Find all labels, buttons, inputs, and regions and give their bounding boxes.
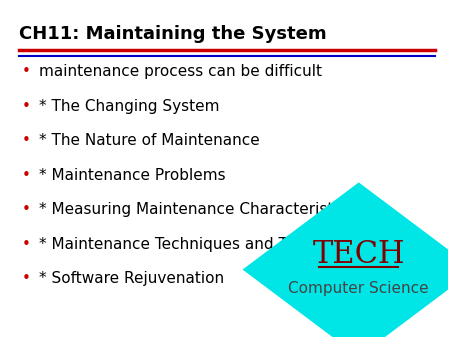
- Text: •: •: [22, 271, 31, 286]
- Text: * The Changing System: * The Changing System: [39, 99, 220, 114]
- Text: •: •: [22, 64, 31, 79]
- Text: Computer Science: Computer Science: [288, 281, 429, 295]
- Text: * Measuring Maintenance Characteristics: * Measuring Maintenance Characteristics: [39, 202, 355, 217]
- Text: CH11: Maintaining the System: CH11: Maintaining the System: [19, 25, 327, 43]
- Text: * Maintenance Techniques and Tools: * Maintenance Techniques and Tools: [39, 237, 317, 252]
- Text: •: •: [22, 99, 31, 114]
- Text: •: •: [22, 202, 31, 217]
- Text: * Maintenance Problems: * Maintenance Problems: [39, 168, 226, 183]
- Text: * The Nature of Maintenance: * The Nature of Maintenance: [39, 134, 260, 148]
- Text: •: •: [22, 237, 31, 252]
- Polygon shape: [243, 183, 450, 338]
- Text: TECH: TECH: [312, 239, 405, 270]
- Text: •: •: [22, 134, 31, 148]
- Text: * Software Rejuvenation: * Software Rejuvenation: [39, 271, 225, 286]
- Text: •: •: [22, 168, 31, 183]
- Text: maintenance process can be difficult: maintenance process can be difficult: [39, 64, 322, 79]
